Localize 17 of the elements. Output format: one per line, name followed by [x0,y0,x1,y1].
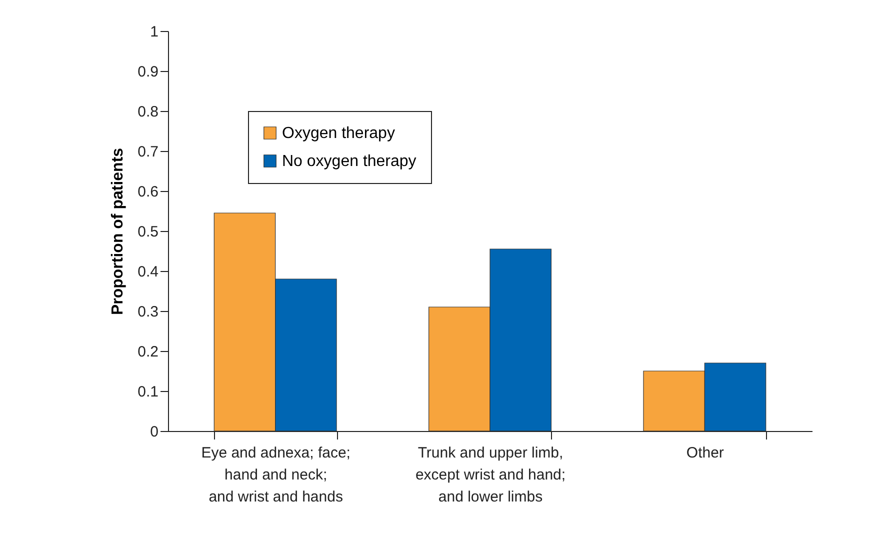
y-tick-label: 0.6 [138,184,158,200]
y-tick-label: 0.9 [138,64,158,80]
y-tick-label: 0.5 [138,224,158,240]
x-tick-label: Trunk and upper limb, except wrist and hand; and lower limbs [415,444,566,506]
y-tick-label: 1 [150,24,158,40]
legend-label: No oxygen therapy [282,153,416,170]
y-tick-label: 0.3 [138,304,158,320]
x-tick-label: Other [686,444,724,462]
y-axis-title: Proportion of patients [110,148,127,316]
y-tick-label: 0.4 [138,264,158,280]
y-tick-label: 0.1 [138,384,158,400]
legend-label: Oxygen therapy [282,125,395,142]
x-tick-label: Eye and adnexa; face; hand and neck; and wrist and hands [201,444,350,506]
y-tick-label: 0 [150,424,158,440]
y-tick-label: 0.7 [138,144,158,160]
y-tick-label: 0.8 [138,104,158,120]
y-tick-label: 0.2 [138,344,158,360]
